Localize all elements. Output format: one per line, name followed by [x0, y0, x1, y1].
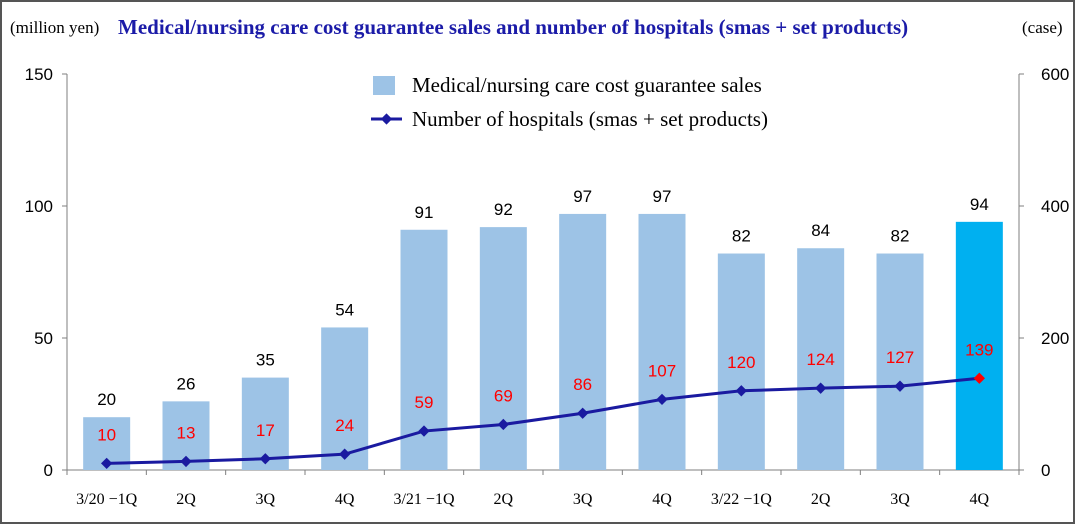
bar-value-label: 26	[177, 374, 196, 393]
bar-value-label: 35	[256, 351, 275, 370]
legend-label-sales: Medical/nursing care cost guarantee sale…	[412, 73, 762, 97]
left-tick-label: 100	[25, 197, 53, 216]
x-tick-label: 4Q	[652, 491, 672, 508]
bar-value-label: 20	[97, 390, 116, 409]
line-value-label: 17	[256, 421, 275, 440]
x-tick-label: 3/21 −1Q	[393, 491, 454, 508]
bar-value-label: 82	[891, 227, 910, 246]
x-tick-label: 2Q	[494, 491, 514, 508]
x-tick-label: 3/20 −1Q	[76, 491, 137, 508]
bar	[559, 213, 607, 471]
line-value-label: 86	[573, 375, 592, 394]
line-value-label: 107	[648, 361, 676, 380]
line-point	[577, 407, 589, 419]
x-tick-label: 4Q	[970, 491, 990, 508]
hospitals-line	[106, 376, 980, 465]
bar	[321, 327, 369, 470]
axes: 0 50 100 150 0 200 400 600 3/20 −1Q 2Q 3Q 4Q 3/21 −1…	[25, 65, 1070, 508]
left-tick-label: 0	[44, 461, 53, 480]
bar-value-label: 97	[573, 187, 592, 206]
line-value-label: 127	[886, 348, 914, 367]
line-value-label: 120	[727, 353, 755, 372]
legend-marker-hospitals	[380, 113, 393, 125]
bar-value-label: 94	[970, 195, 989, 214]
left-axis-unit: (million yen)	[10, 18, 100, 37]
bar	[638, 213, 686, 471]
legend-label-hospitals: Number of hospitals (smas + set products…	[412, 107, 768, 131]
line-point	[497, 418, 509, 431]
bar	[876, 253, 924, 470]
line-value-label: 139	[965, 340, 993, 359]
right-tick-label: 400	[1041, 197, 1069, 216]
bar	[955, 221, 1003, 470]
line-point	[180, 455, 192, 468]
bars	[83, 213, 1003, 471]
line-point	[815, 382, 827, 394]
line-point	[973, 372, 985, 384]
line-value-label: 10	[97, 425, 116, 444]
right-tick-label: 600	[1041, 65, 1069, 84]
bar-value-label: 82	[732, 227, 751, 246]
line-point	[418, 425, 430, 437]
line-point	[656, 393, 668, 406]
x-tick-label: 3Q	[573, 491, 593, 508]
line-value-label: 13	[177, 423, 196, 442]
bar-value-label: 92	[494, 200, 513, 219]
x-tick-label: 4Q	[335, 491, 355, 508]
left-tick-label: 50	[34, 329, 53, 348]
right-tick-label: 0	[1041, 461, 1050, 480]
bar	[797, 248, 845, 470]
bar-value-label: 97	[653, 187, 672, 206]
x-tick-label: 3Q	[256, 491, 276, 508]
x-tick-label: 3Q	[890, 491, 910, 508]
bar-value-label: 54	[335, 300, 354, 319]
chart-title: Medical/nursing care cost guarantee sale…	[118, 15, 909, 39]
x-tick-label: 2Q	[811, 491, 831, 508]
line-value-label: 59	[415, 393, 434, 412]
legend-swatch-sales	[373, 76, 395, 95]
line-point	[259, 453, 271, 465]
line-value-label: 124	[806, 350, 834, 369]
line-point	[894, 380, 906, 392]
bar-value-label: 84	[811, 221, 830, 240]
line-value-label: 24	[335, 416, 354, 435]
bar	[717, 253, 765, 470]
bar	[479, 227, 527, 470]
left-tick-label: 150	[25, 65, 53, 84]
x-tick-label: 3/22 −1Q	[711, 491, 772, 508]
line-point	[735, 385, 747, 397]
line-series	[101, 372, 985, 470]
legend: Medical/nursing care cost guarantee sale…	[371, 73, 768, 131]
data-labels: 20 26 35 54 91 92 97 97 82 84 82 94 10 13 17 24 59 69 86 10…	[97, 187, 993, 444]
right-axis-unit: (case)	[1022, 18, 1063, 37]
x-tick-label: 2Q	[176, 491, 196, 508]
line-value-label: 69	[494, 386, 513, 405]
line-point	[339, 448, 351, 460]
right-tick-label: 200	[1041, 329, 1069, 348]
bar-value-label: 91	[415, 203, 434, 222]
